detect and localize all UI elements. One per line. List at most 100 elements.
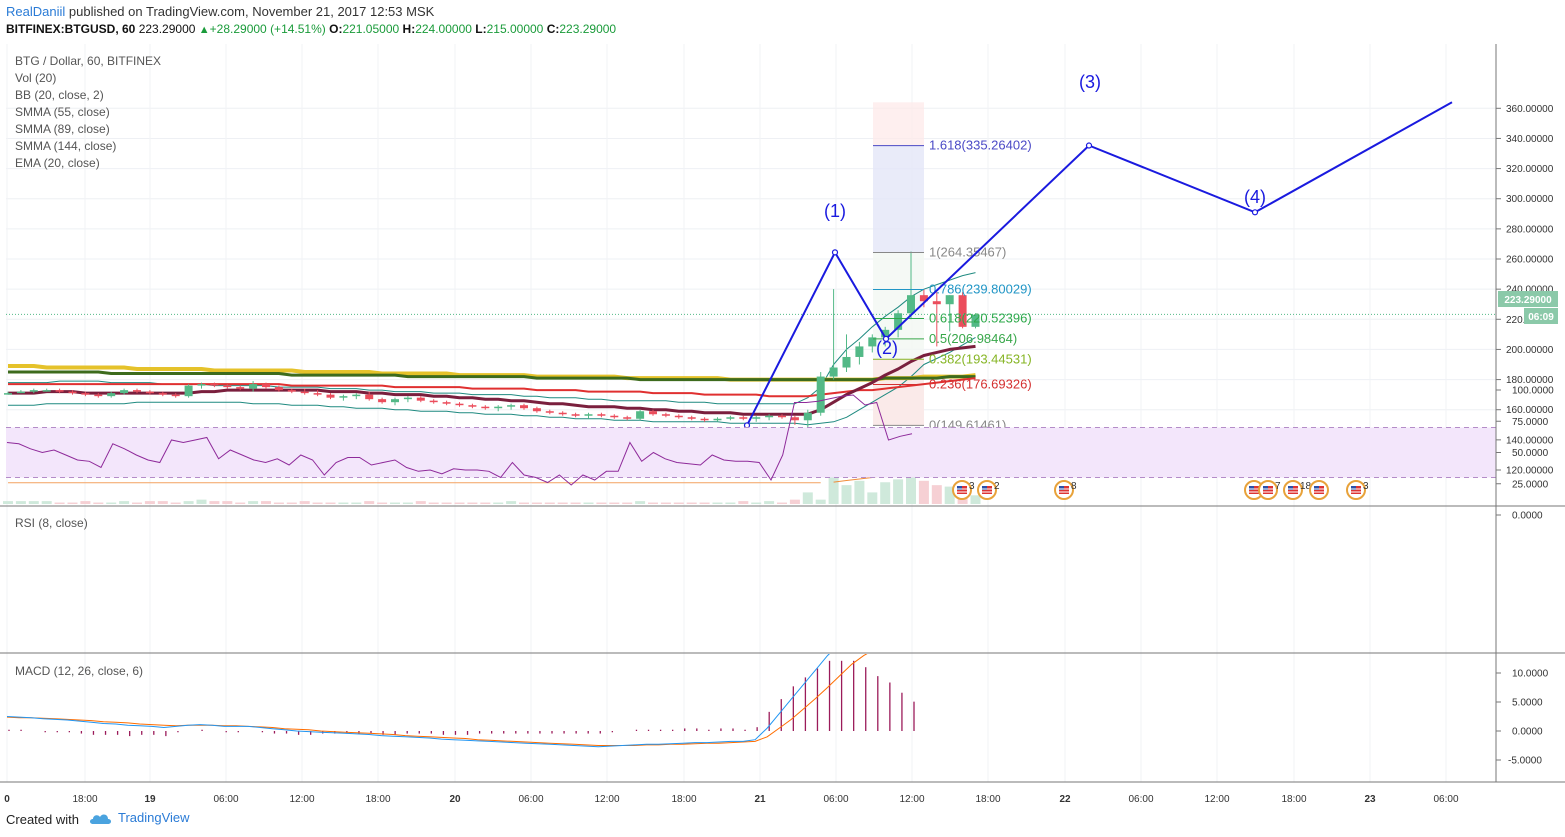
candle-body — [16, 391, 25, 394]
up-arrow-icon: ▲ — [198, 24, 210, 36]
time-tick-label: 21 — [754, 794, 766, 805]
candle-body — [391, 399, 399, 403]
candle-body — [94, 394, 103, 397]
candle-body — [932, 301, 941, 305]
volume-bar — [80, 501, 91, 504]
volume-bar — [789, 499, 800, 504]
author-link[interactable]: RealDaniil — [6, 4, 66, 19]
event-count: 7 — [1275, 481, 1281, 492]
candle-body — [507, 405, 516, 407]
candle-body — [894, 313, 903, 330]
volume-bar — [261, 501, 271, 504]
time-tick-label: 06:00 — [1433, 794, 1458, 805]
price-tick-label: 360.00000 — [1506, 104, 1554, 115]
candle-body — [687, 417, 696, 419]
candle-body — [778, 415, 786, 418]
candle-body — [68, 391, 77, 394]
low-value: 215.00000 — [486, 22, 544, 36]
price-tick-label: 260.00000 — [1506, 255, 1554, 266]
time-tick-label: 18:00 — [671, 794, 696, 805]
macd-tick-label: -5.0000 — [1508, 756, 1542, 767]
candle-body — [945, 295, 954, 305]
change: +28.29000 (+14.51%) — [209, 22, 326, 36]
candle-body — [765, 415, 774, 418]
high-label: H: — [402, 22, 416, 36]
candle-body — [649, 411, 657, 415]
event-count: 3 — [1363, 481, 1369, 492]
time-tick-label: 12:00 — [1204, 794, 1229, 805]
footer: Created with TradingView — [0, 806, 1565, 837]
price-tick-label: 320.00000 — [1506, 164, 1554, 175]
macd-tick-label: 10.0000 — [1512, 669, 1549, 680]
candle-body — [481, 406, 490, 409]
candle-body — [597, 414, 606, 416]
legend-ema20: EMA (20, close) — [15, 156, 100, 170]
chart-area[interactable]: 1.618(335.26402) 1(264.35467) 0.786(239.80… — [0, 44, 1565, 806]
wave-point — [831, 249, 839, 256]
close-label: C: — [546, 22, 560, 36]
volume-bar — [467, 502, 478, 504]
price-tick-label: 120.00000 — [1506, 466, 1554, 477]
us-flag-event-icon — [1309, 480, 1329, 500]
legend: BTG / Dollar, 60, BITFINEX Vol (20) BB (… — [15, 54, 161, 678]
volume-bar — [132, 502, 142, 504]
macd-tick-label: 5.0000 — [1512, 698, 1543, 709]
volume-bar — [415, 501, 426, 504]
flag-canton — [1351, 486, 1356, 490]
candle-body — [623, 417, 632, 419]
candle-body — [752, 417, 761, 419]
candle-body — [803, 412, 812, 421]
rsi-tick-label: 0.0000 — [1512, 511, 1543, 522]
volume-bar — [764, 501, 775, 504]
candle-body — [816, 376, 825, 413]
volume-bar — [351, 502, 362, 504]
volume-bar — [364, 501, 375, 504]
volume-bar — [622, 502, 633, 504]
candle-body — [700, 418, 709, 421]
volume-bar — [390, 502, 400, 504]
wave-label: (2) — [876, 338, 898, 358]
legend-bb: BB (20, close, 2) — [15, 88, 104, 102]
volume-bar — [686, 502, 697, 504]
time-tick-label: 12:00 — [899, 794, 924, 805]
rsi-label: RSI (8, close) — [15, 516, 88, 530]
candle-body — [494, 406, 503, 409]
volume-bar — [854, 480, 865, 504]
candle-body — [171, 394, 180, 397]
candle-body — [958, 295, 967, 327]
volume-bar — [428, 502, 439, 504]
low-label: L: — [475, 22, 487, 36]
volume-bar — [183, 501, 194, 504]
volume-bar — [28, 501, 39, 504]
volume-bar — [67, 502, 78, 504]
candle-body — [416, 397, 425, 401]
volume-bar — [880, 482, 891, 504]
wave-point — [1085, 142, 1093, 149]
candle-body — [919, 295, 928, 302]
tradingview-link[interactable]: TradingView — [88, 810, 190, 825]
candle-body — [55, 390, 64, 392]
candle-body — [739, 417, 748, 419]
tradingview-cloud-icon — [90, 814, 111, 824]
candle-body — [532, 408, 541, 412]
event-count: 18 — [1300, 481, 1312, 492]
volume-bar — [402, 502, 413, 504]
volume-bar — [480, 502, 491, 504]
volume-bar — [648, 502, 658, 504]
volume-bar — [583, 502, 594, 504]
candle-body — [790, 417, 799, 421]
candle-body — [339, 396, 348, 398]
price-tick-label: 280.00000 — [1506, 224, 1554, 235]
volume-bar — [273, 502, 284, 504]
candle-body — [236, 387, 245, 389]
time-tick-label: 18:00 — [975, 794, 1000, 805]
fib-level-label: 0.382(193.44531) — [929, 351, 1032, 366]
fibonacci-levels: 1.618(335.26402) 1(264.35467) 0.786(239.80… — [6, 138, 1496, 432]
volume-bar — [893, 479, 904, 504]
wave-label: (3) — [1079, 72, 1101, 92]
volume-bar — [377, 502, 388, 504]
volume-bar — [673, 502, 684, 504]
ema20-line — [8, 344, 976, 416]
smma89-line — [8, 370, 976, 382]
price-badge-text: 223.29000 — [1504, 295, 1552, 306]
